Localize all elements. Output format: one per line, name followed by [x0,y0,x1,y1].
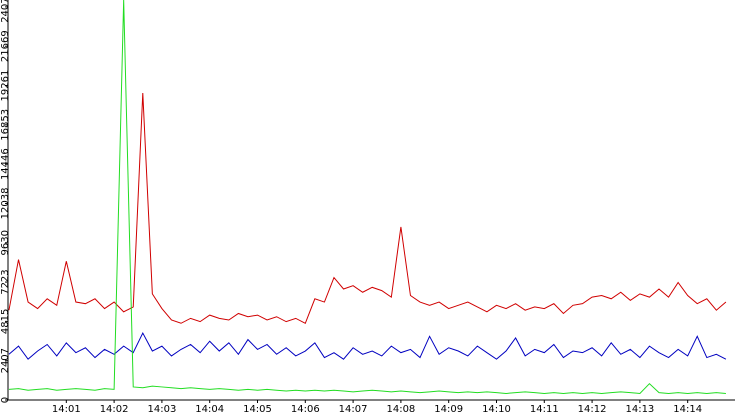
y-tick-label: 19261 [0,70,11,102]
x-tick-label: 14:01 [52,404,81,415]
x-tick-label: 14:03 [147,404,176,415]
y-tick-label: 21669 [0,30,11,62]
x-tick-label: 14:11 [530,404,559,415]
y-tick-label: 2407 [0,348,11,373]
y-tick-label: 24077 [0,0,11,23]
x-tick-label: 14:05 [243,404,272,415]
series-line [8,93,727,324]
x-tick-label: 14:02 [100,404,129,415]
y-tick-label: 4815 [0,309,11,334]
x-tick-label: 14:06 [291,404,320,415]
x-tick-label: 14:13 [625,404,654,415]
y-tick-label: 9630 [0,230,11,255]
x-tick-label: 14:08 [386,404,415,415]
x-tick-label: 14:04 [195,404,224,415]
x-tick-label: 14:14 [673,404,702,415]
y-tick-label: 0 [0,397,11,403]
y-tick-label: 12038 [0,188,11,220]
y-tick-label: 7223 [0,269,11,294]
y-tick-label: 16853 [0,109,11,141]
series-line [8,331,727,360]
x-tick-label: 14:09 [434,404,463,415]
x-tick-label: 14:12 [578,404,607,415]
x-tick-label: 14:10 [482,404,511,415]
y-tick-label: 14446 [0,148,11,180]
x-tick-label: 14:07 [339,404,368,415]
series-line [8,0,726,394]
